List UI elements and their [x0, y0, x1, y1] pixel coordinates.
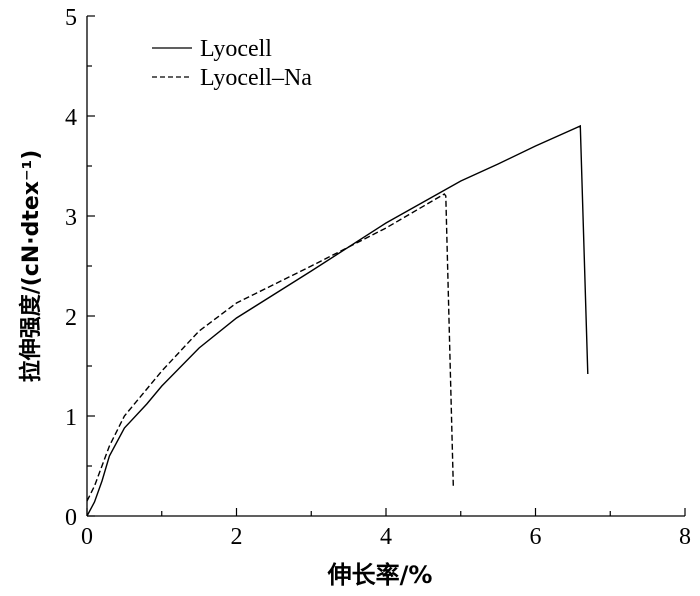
x-axis-label: 伸长率/%: [327, 561, 433, 589]
y-tick-label: 3: [65, 205, 77, 231]
y-axis-label: 拉伸强度/(cN·dtex⁻¹): [18, 150, 44, 383]
axes: 0 2 4 6 8 0 1 2 3 4 5: [65, 5, 691, 550]
y-tick-label: 0: [65, 505, 77, 531]
legend-label-lyocell-na: Lyocell–Na: [200, 65, 312, 91]
x-tick-label: 8: [679, 524, 691, 550]
y-tick-label: 2: [65, 305, 77, 331]
legend: Lyocell Lyocell–Na: [152, 36, 312, 91]
y-tick-label: 5: [65, 5, 77, 31]
x-tick-label: 6: [530, 524, 542, 550]
x-tick-label: 0: [81, 524, 93, 550]
x-tick-label: 4: [380, 524, 392, 550]
legend-label-lyocell: Lyocell: [200, 36, 272, 62]
y-tick-label: 4: [65, 105, 77, 131]
series-line-lyocell: [86, 124, 589, 517]
x-tick-label: 2: [231, 524, 243, 550]
series-line-lyocell-na: [86, 193, 454, 502]
y-tick-label: 1: [65, 405, 77, 431]
series-group: [86, 124, 589, 517]
